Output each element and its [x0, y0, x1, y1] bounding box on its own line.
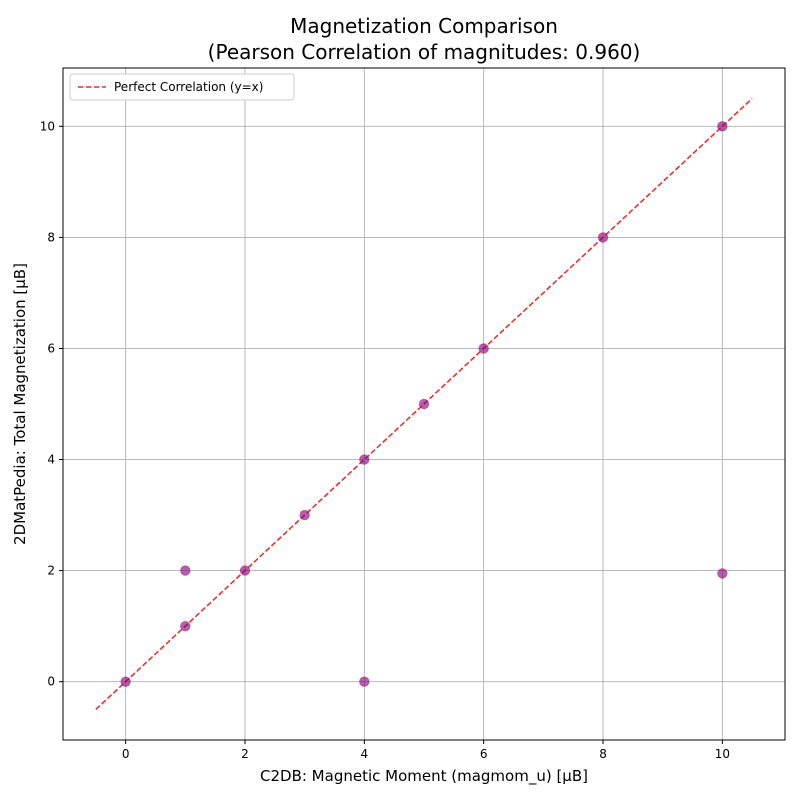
- data-point: [239, 565, 251, 576]
- y-tick-label: 10: [40, 119, 55, 133]
- x-tick-label: 6: [480, 747, 488, 761]
- scatter-points: [120, 121, 728, 687]
- y-tick-label: 2: [47, 564, 55, 578]
- legend-box: [69, 73, 295, 101]
- chart-title-line2: (Pearson Correlation of magnitudes: 0.96…: [208, 40, 641, 64]
- legend: Perfect Correlation (y=x): [69, 73, 295, 101]
- x-tick-label: 10: [715, 747, 730, 761]
- data-point: [359, 454, 370, 465]
- y-tick-label: 8: [47, 230, 55, 244]
- x-tick-label: 2: [241, 747, 249, 761]
- data-point: [180, 565, 191, 576]
- data-point: [717, 568, 728, 579]
- plot-frame: [62, 67, 786, 741]
- x-tick-label: 0: [122, 747, 130, 761]
- y-axis-ticks: 0 2 4 6 8 10: [40, 119, 63, 689]
- data-point: [299, 509, 310, 521]
- data-point: [418, 398, 430, 410]
- y-axis-label: 2DMatPedia: Total Magnetization [μB]: [11, 263, 29, 545]
- data-point: [359, 676, 370, 687]
- x-tick-label: 8: [599, 747, 607, 761]
- y-tick-label: 4: [47, 453, 55, 467]
- data-point: [597, 232, 609, 243]
- grid-lines: [63, 68, 785, 740]
- y-tick-label: 0: [47, 675, 55, 689]
- data-point: [717, 121, 728, 132]
- legend-label-reference: Perfect Correlation (y=x): [114, 80, 263, 94]
- x-axis-label: C2DB: Magnetic Moment (magmom_u) [μB]: [260, 767, 588, 786]
- data-point: [180, 620, 191, 632]
- x-axis-ticks: 0 2 4 6 8 10: [122, 740, 730, 761]
- data-point: [120, 676, 131, 687]
- x-tick-label: 4: [361, 747, 369, 761]
- y-tick-label: 6: [47, 341, 55, 355]
- chart-title-line1: Magnetization Comparison: [290, 14, 558, 38]
- data-point: [478, 343, 489, 354]
